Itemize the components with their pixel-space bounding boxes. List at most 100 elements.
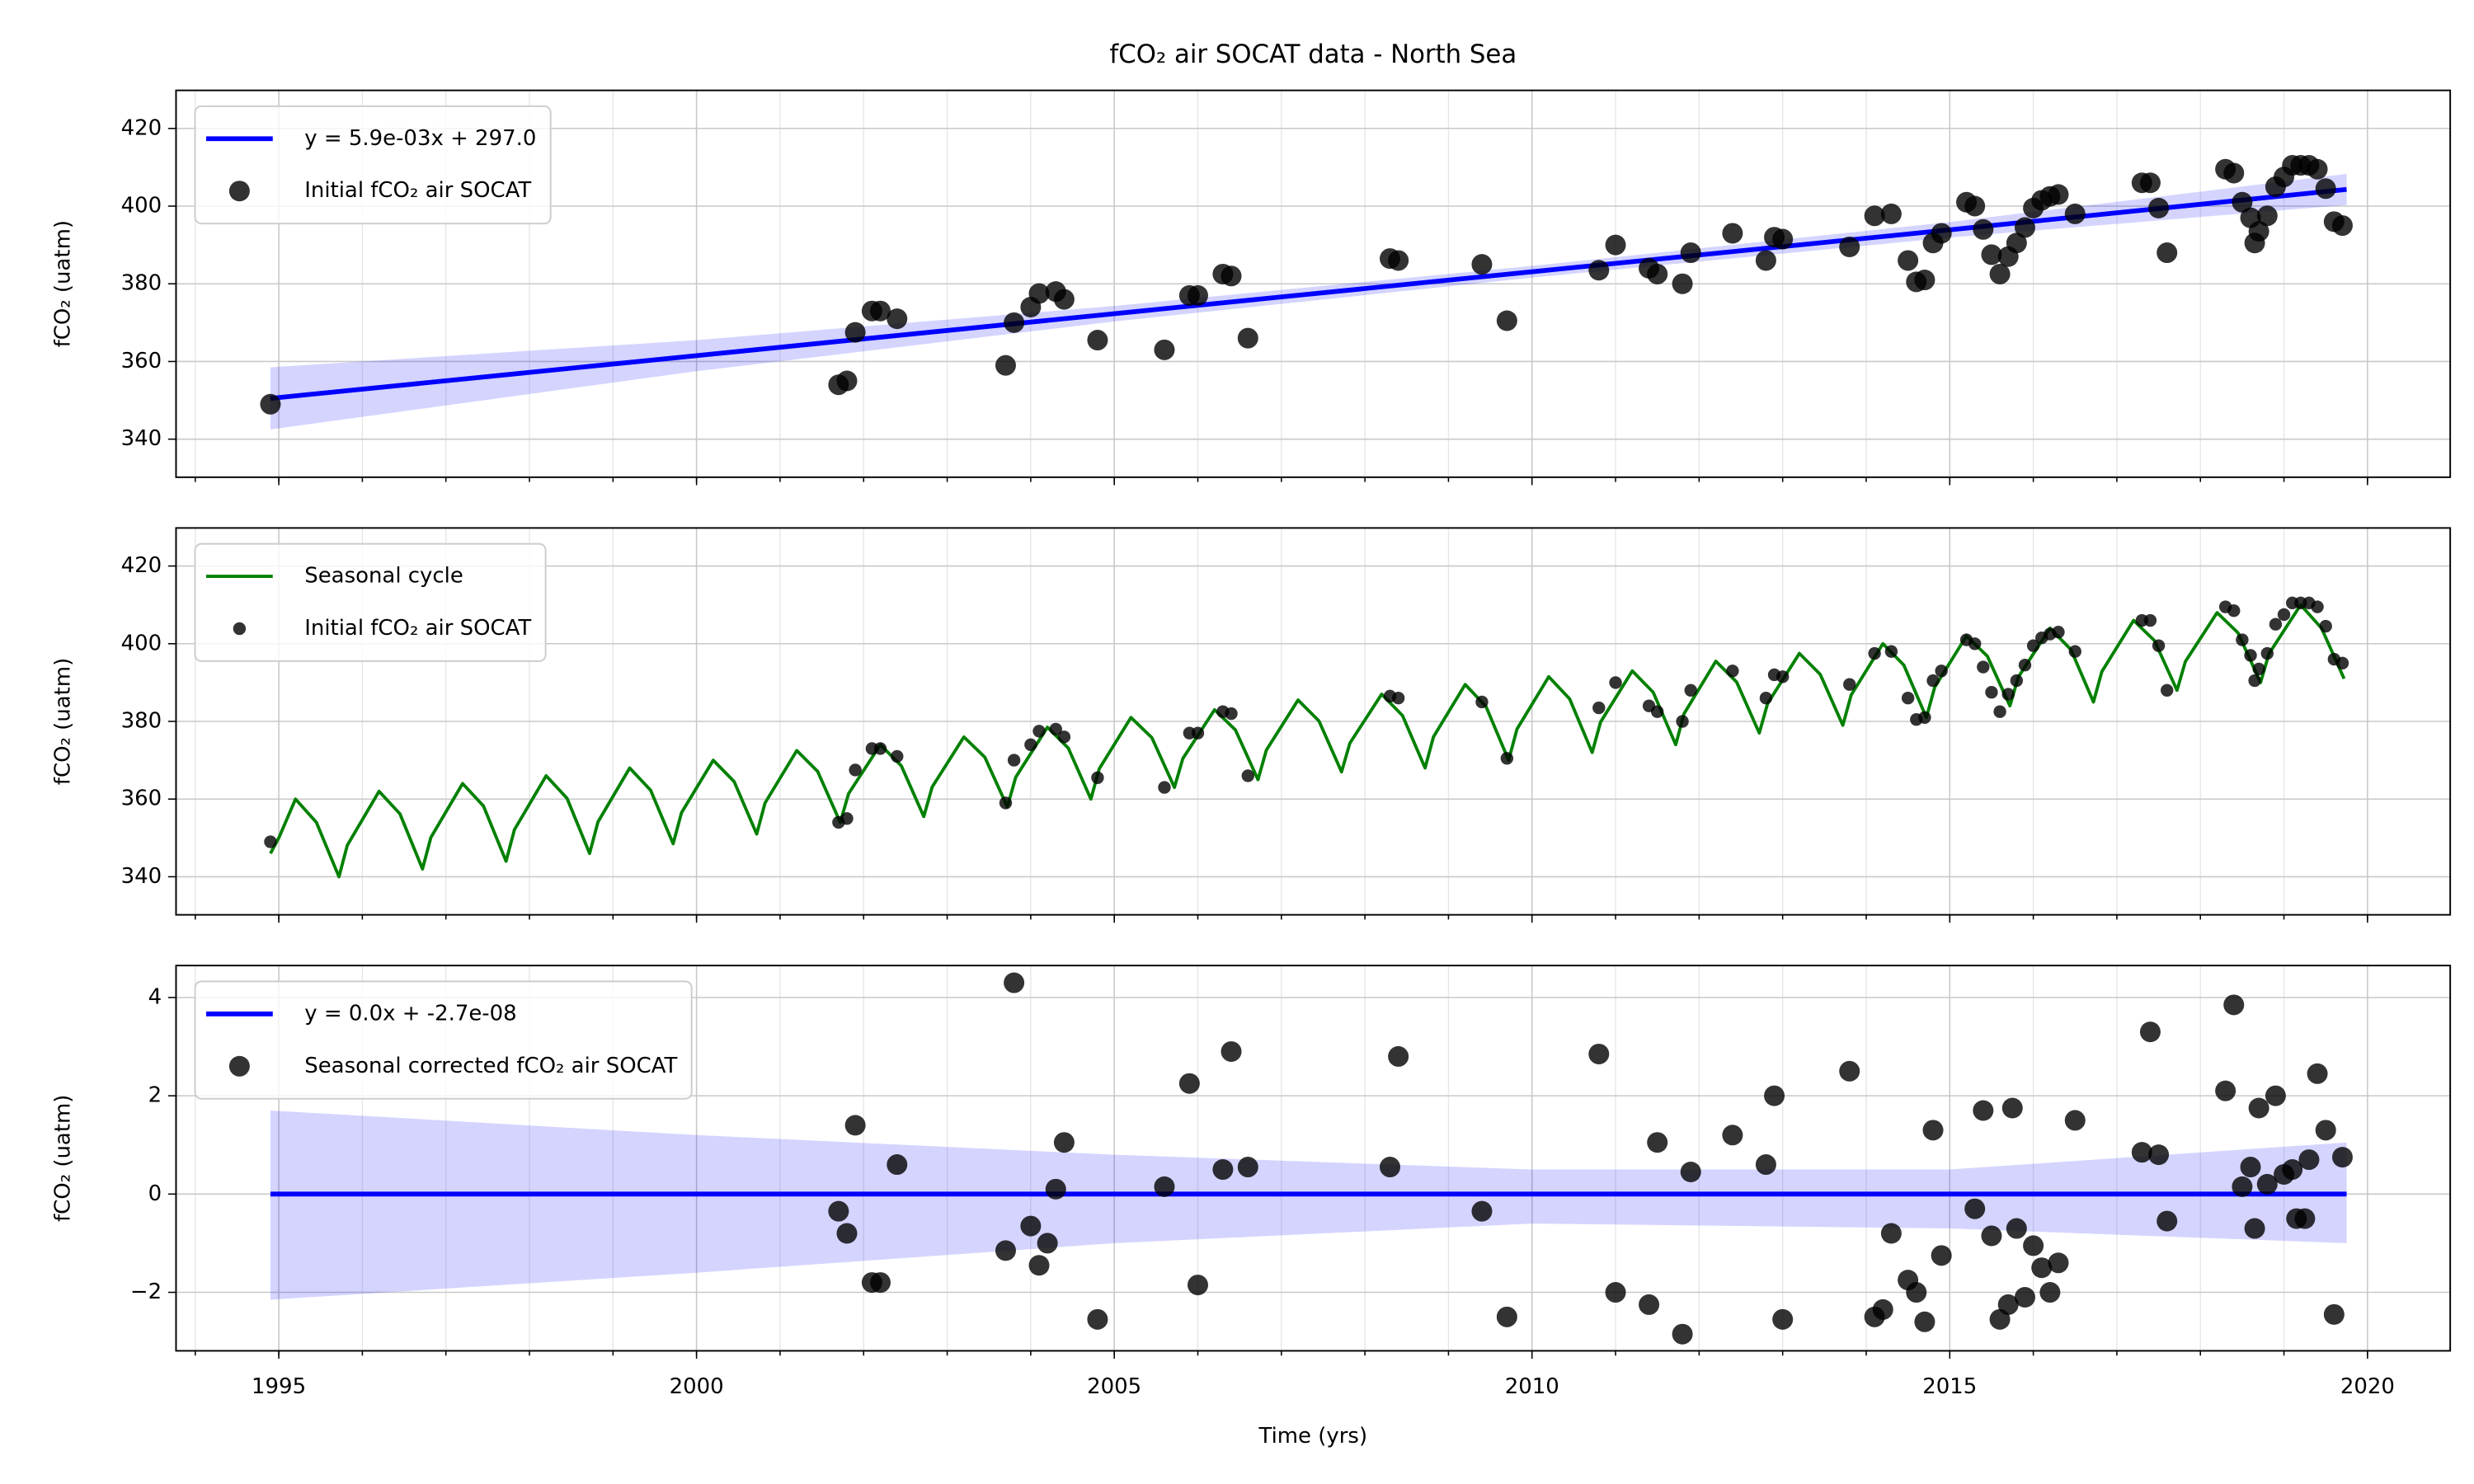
point [1864,205,1885,227]
point [1237,1157,1258,1178]
point [1764,1085,1785,1106]
point [2052,625,2065,639]
point [1037,1233,1058,1254]
point [1496,310,1517,331]
point [1221,1040,1242,1062]
x-tick-label: 2015 [1922,1374,1977,1399]
point [1839,1060,1860,1082]
point [1901,692,1915,705]
point [2157,242,2178,264]
point [887,308,908,330]
point [2265,1085,2286,1106]
point [1004,312,1025,333]
point [264,835,277,848]
x-tick-label: 1995 [252,1374,306,1399]
point [1722,223,1743,244]
panel: 340 360 380 400 420 fCO₂ (uatm) Seasonal cycle… [50,527,2452,923]
point [1672,1323,1693,1345]
point [1918,711,1931,724]
point [1680,242,1701,264]
point [2232,191,2253,213]
point [1588,1043,1610,1064]
point [1028,1255,1050,1276]
y-tick-label: 420 [121,115,162,140]
point [2001,1097,2023,1119]
point [1592,701,1606,715]
legend-frame [194,980,693,1100]
point [1388,1045,1409,1067]
point [999,796,1013,810]
point [2152,639,2166,652]
point [2335,656,2349,670]
point [2311,600,2324,613]
point [2131,1142,2152,1163]
point [1158,781,1171,794]
point [1755,250,1776,271]
point [2139,1021,2161,1043]
legend-swatch [233,622,247,636]
point [1726,665,1739,678]
legend-label: y = 0.0x + -2.7e-08 [304,1001,516,1026]
point [2232,1176,2253,1197]
point [1178,1073,1200,1094]
legend-swatch [228,1055,250,1077]
legend: y = 5.9e-03x + 297.0 Initial fCO₂ air SOC… [194,105,552,225]
y-tick-label: 2 [148,1083,162,1108]
point [2244,1218,2265,1239]
point [2161,683,2174,697]
point [2064,203,2086,224]
point [2157,1210,2178,1232]
legend-frame [194,542,547,662]
point [1154,1176,1175,1197]
point [1843,678,1856,691]
point [1981,1225,2002,1247]
y-axis-label: fCO₂ (uatm) [50,220,75,347]
point [1981,244,2002,265]
frame [175,965,2452,1352]
point [1968,637,1982,650]
point [844,322,866,343]
point [1922,1120,1944,1141]
point [2331,215,2353,237]
point [1639,1294,1660,1315]
panel: 340 360 380 400 420 fCO₂ (uatm) y = 5.9e-03x +… [50,89,2452,486]
legend-frame [194,105,552,225]
point [1973,1100,1994,1121]
point [873,742,887,755]
point [1212,1159,1234,1181]
legend-label: Seasonal corrected fCO₂ air SOCAT [304,1054,677,1078]
point [2294,1208,2316,1229]
point [1672,273,1693,294]
confidence-band [270,1110,2347,1300]
y-axis-label: fCO₂ (uatm) [50,1095,75,1222]
point [1914,270,1935,291]
point [1154,339,1175,360]
point [1993,705,2006,718]
point [1237,327,1258,349]
point [1647,263,1668,284]
legend-label: y = 5.9e-03x + 297.0 [304,126,536,151]
x-tick-label: 2010 [1505,1374,1559,1399]
point [2014,217,2035,238]
point [1973,218,1994,240]
point [870,300,891,322]
point [2227,604,2241,618]
y-tick-label: 400 [121,194,162,218]
point [1759,692,1773,705]
data-layer [270,972,2353,1345]
point [2215,1080,2236,1101]
legend-label: Initial fCO₂ air SOCAT [304,178,531,203]
point [1053,289,1075,310]
point [2307,158,2328,180]
point [2223,994,2245,1016]
point [1776,670,1790,683]
point [2048,184,2069,205]
point [2252,662,2265,676]
point [891,749,904,763]
point [1676,715,1689,728]
point [2331,1147,2353,1168]
point [836,1223,858,1244]
point [2240,1157,2261,1178]
point [2001,688,2015,701]
